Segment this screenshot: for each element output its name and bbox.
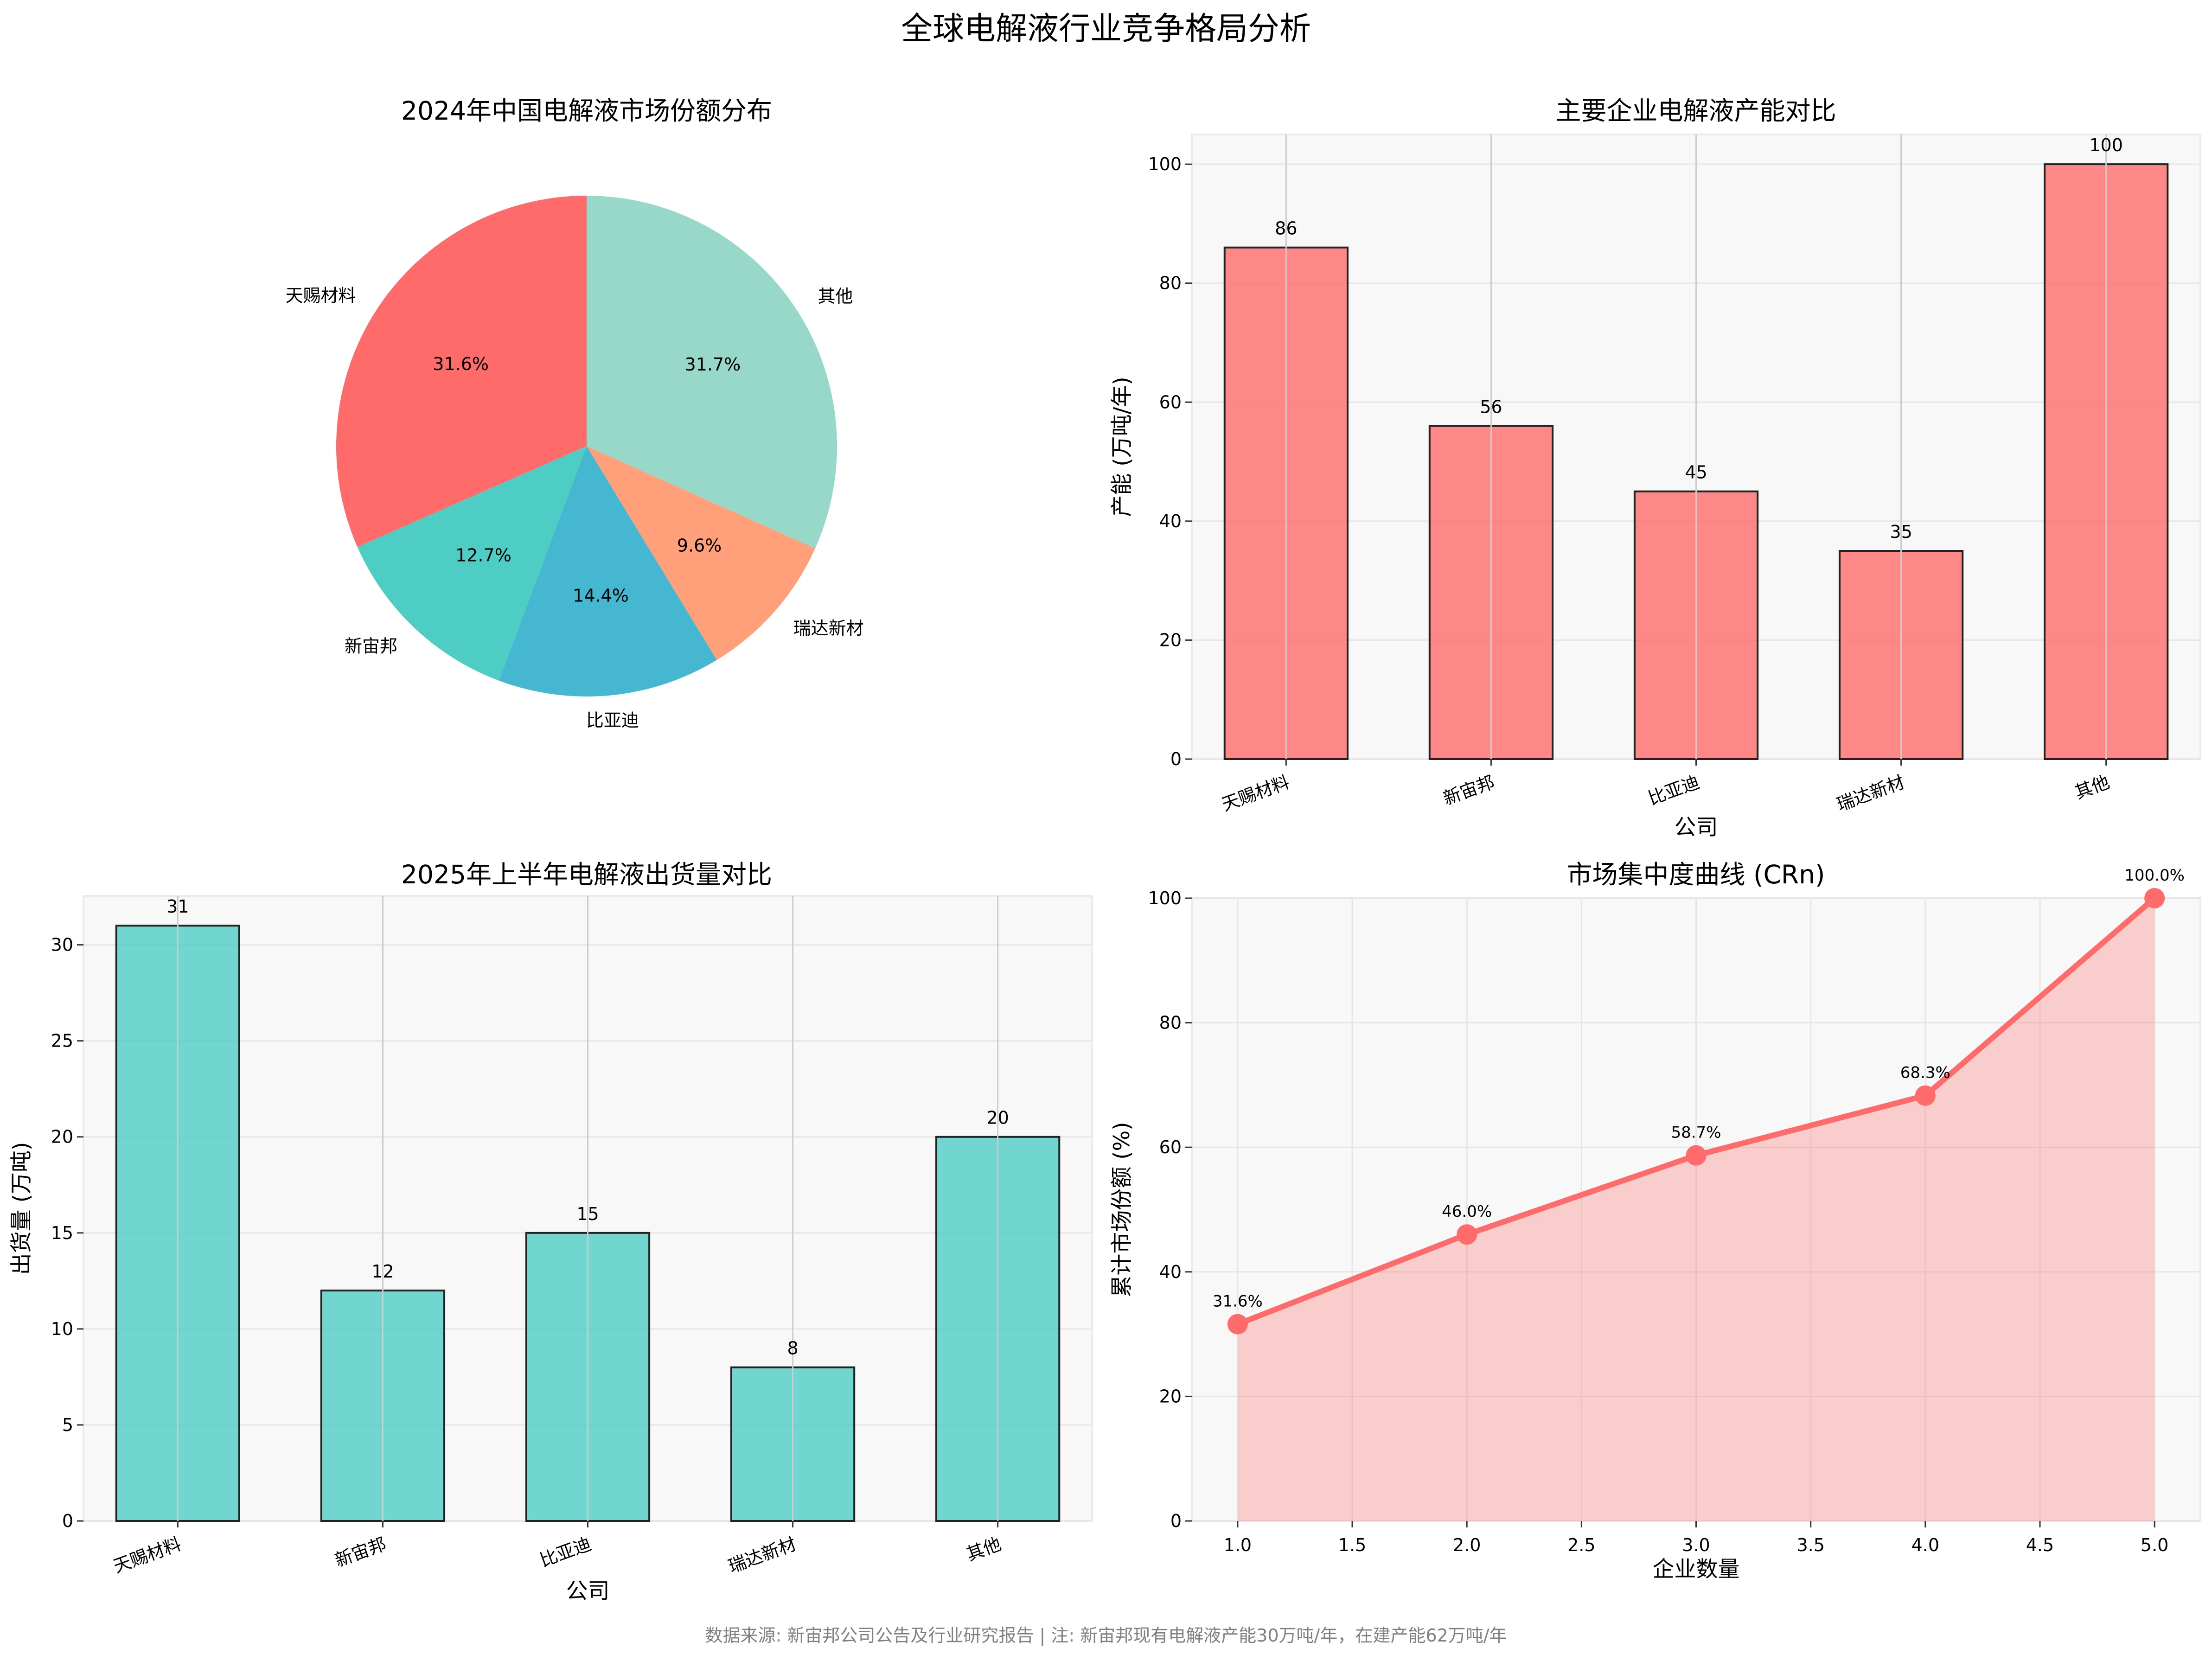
bar-value-label: 100 — [2089, 135, 2123, 155]
data-point-label: 46.0% — [1442, 1202, 1492, 1221]
y-tick-label: 20 — [1159, 630, 1182, 650]
pie-percent-label: 14.4% — [573, 586, 629, 606]
x-tick-label: 5.0 — [2141, 1535, 2168, 1555]
x-tick-label: 其他 — [964, 1533, 1004, 1565]
y-tick-label: 5 — [62, 1415, 73, 1435]
y-tick-label: 10 — [51, 1319, 73, 1339]
shipment-chart-title: 2025年上半年电解液出货量对比 — [401, 860, 772, 889]
pie-percent-label: 12.7% — [455, 545, 511, 565]
x-tick-label: 1.5 — [1338, 1535, 1366, 1555]
x-tick-label: 天赐材料 — [111, 1533, 184, 1577]
y-tick-label: 40 — [1159, 511, 1182, 531]
bar-value-label: 8 — [787, 1338, 798, 1359]
data-point-marker — [1457, 1224, 1477, 1245]
bar-value-label: 45 — [1685, 462, 1707, 483]
capacity-bar-chart: 主要企业电解液产能对比 0 20 40 60 80 100 产能 (万吨/年) 公司 86 天赐材… — [1109, 96, 2201, 840]
y-tick-label: 80 — [1159, 1013, 1182, 1033]
pie-category-label: 比亚迪 — [586, 710, 639, 730]
bar-value-label: 31 — [166, 896, 189, 917]
y-tick-label: 80 — [1159, 273, 1182, 294]
bar-value-label: 35 — [1890, 522, 1912, 542]
data-point-label: 58.7% — [1671, 1124, 1721, 1142]
data-point-label: 68.3% — [1900, 1064, 1950, 1082]
pie-category-label: 新宙邦 — [345, 636, 397, 657]
market-share-pie-chart: 2024年中国电解液市场份额分布 天赐材料 31.6% 新宙邦 12.7% 比亚迪 14.… — [285, 96, 863, 730]
footer-note: 数据来源: 新宙邦公司公告及行业研究报告 | 注: 新宙邦现有电解液产能30万吨… — [705, 1625, 1507, 1646]
x-axis-label: 公司 — [566, 1578, 610, 1604]
y-tick-label: 60 — [1159, 392, 1182, 412]
pie-category-label: 天赐材料 — [285, 285, 356, 306]
y-tick-label: 20 — [51, 1127, 73, 1147]
bar-value-label: 56 — [1480, 397, 1502, 417]
capacity-chart-title: 主要企业电解液产能对比 — [1555, 96, 1836, 126]
data-point-marker — [1686, 1145, 1707, 1166]
pie-slice — [499, 446, 717, 696]
x-tick-label: 天赐材料 — [1219, 772, 1292, 815]
data-point-marker — [1915, 1085, 1936, 1106]
x-tick-label: 1.0 — [1224, 1535, 1252, 1555]
x-tick-label: 3.5 — [1796, 1535, 1824, 1555]
x-tick-label: 4.0 — [1912, 1535, 1939, 1555]
bar-value-label: 15 — [576, 1204, 599, 1224]
x-tick-label: 比亚迪 — [1645, 772, 1702, 809]
figure-title: 全球电解液行业竞争格局分析 — [901, 11, 1311, 47]
bar-value-label: 12 — [371, 1261, 394, 1282]
shipment-bar-chart: 2025年上半年电解液出货量对比 0 5 10 15 20 25 30 出货量 (万吨) 公司 3… — [9, 860, 1093, 1604]
bar-value-label: 20 — [986, 1108, 1009, 1128]
x-axis-label: 公司 — [1675, 815, 1718, 840]
concentration-curve-chart: 市场集中度曲线 (CRn) 0 20 40 60 80 100 累计市场份额 (%) 企业数量… — [1109, 860, 2201, 1582]
pie-category-label: 瑞达新材 — [793, 618, 864, 639]
pie-slice — [336, 196, 587, 547]
y-tick-label: 30 — [51, 935, 73, 955]
y-tick-label: 20 — [1159, 1386, 1182, 1406]
y-tick-label: 40 — [1159, 1262, 1182, 1282]
y-tick-label: 100 — [1148, 154, 1182, 174]
pie-slice — [357, 446, 587, 681]
x-tick-label: 比亚迪 — [537, 1533, 594, 1571]
pie-title: 2024年中国电解液市场份额分布 — [401, 96, 772, 126]
pie-category-label: 其他 — [818, 286, 853, 307]
y-tick-label: 15 — [51, 1223, 73, 1243]
data-point-label: 100.0% — [2124, 866, 2185, 885]
pie-slices: 天赐材料 31.6% 新宙邦 12.7% 比亚迪 14.4% 瑞达新材 9.6% 其他 31.7% — [285, 196, 864, 730]
concentration-chart-title: 市场集中度曲线 (CRn) — [1567, 860, 1825, 889]
area-fill — [1237, 898, 2155, 1521]
x-tick-label: 3.0 — [1682, 1535, 1710, 1555]
y-axis-label: 产能 (万吨/年) — [1109, 377, 1135, 517]
y-tick-label: 0 — [1170, 749, 1182, 769]
pie-percent-label: 31.6% — [433, 354, 489, 374]
x-tick-label: 新宙邦 — [332, 1533, 389, 1571]
x-tick-label: 瑞达新材 — [726, 1533, 799, 1577]
x-axis-label: 企业数量 — [1653, 1557, 1740, 1582]
y-axis-label: 累计市场份额 (%) — [1109, 1122, 1135, 1297]
pie-slice — [587, 196, 837, 549]
x-tick-label: 2.5 — [1567, 1535, 1595, 1555]
y-tick-label: 25 — [51, 1031, 73, 1051]
y-axis-label: 出货量 (万吨) — [9, 1142, 34, 1275]
data-point-label: 31.6% — [1213, 1292, 1263, 1311]
data-point-marker — [2144, 888, 2165, 908]
x-tick-label: 瑞达新材 — [1834, 772, 1907, 815]
x-tick-label: 其他 — [2072, 772, 2112, 803]
y-tick-label: 0 — [62, 1511, 73, 1531]
y-tick-label: 0 — [1170, 1511, 1182, 1531]
data-point-marker — [1227, 1314, 1248, 1335]
pie-slice — [587, 446, 815, 660]
y-tick-label: 60 — [1159, 1137, 1182, 1157]
pie-percent-label: 9.6% — [677, 535, 722, 556]
pie-percent-label: 31.7% — [685, 354, 741, 375]
y-tick-label: 100 — [1148, 888, 1182, 908]
x-tick-label: 新宙邦 — [1440, 772, 1497, 809]
x-tick-label: 4.5 — [2026, 1535, 2054, 1555]
bar-value-label: 86 — [1275, 218, 1297, 239]
x-tick-label: 2.0 — [1453, 1535, 1481, 1555]
